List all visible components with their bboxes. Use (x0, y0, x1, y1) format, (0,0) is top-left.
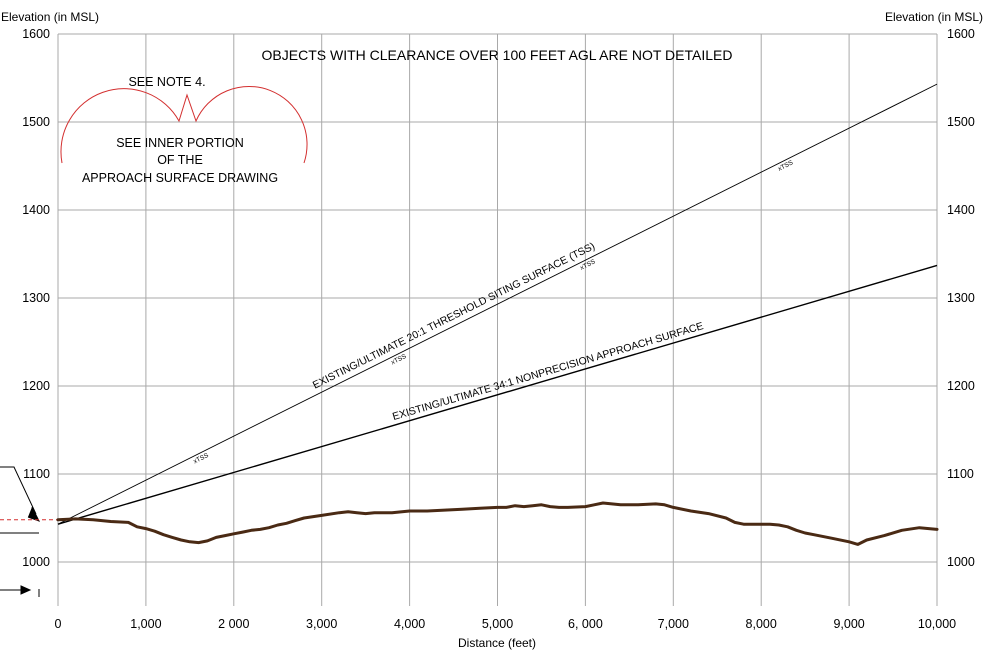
surface-line-1 (57, 83, 938, 525)
terrain-profile-line (56, 501, 939, 546)
x-tick-label: 1,000 (130, 617, 161, 631)
y-tick-label-left: 1600 (22, 27, 50, 41)
leader-line-upper (0, 466, 37, 515)
y-tick-label-right: 1200 (947, 379, 975, 393)
surface-line-2 (57, 264, 938, 525)
leader-arrowhead-lower (20, 585, 32, 595)
surface-label-2: EXISTING/ULTIMATE 34:1 NONPRECISION APPR… (391, 320, 705, 423)
y-tick-label-right: 1300 (947, 291, 975, 305)
x-tick-label: 7,000 (658, 617, 689, 631)
x-tick-label: 3,000 (306, 617, 337, 631)
x-tick-label: 8,000 (746, 617, 777, 631)
callout-note: SEE NOTE 4. (128, 75, 205, 89)
y-tick-label-left: 1000 (22, 555, 50, 569)
y-axis-title-left: Elevation (in MSL) (1, 10, 99, 24)
leader-arrowhead-upper (27, 506, 41, 522)
callout-line-3: APPROACH SURFACE DRAWING (82, 171, 278, 185)
y-tick-label-right: 1400 (947, 203, 975, 217)
callout-arc (60, 86, 308, 164)
y-tick-label-right: 1100 (947, 467, 974, 481)
x-tick-label: 2 000 (218, 617, 249, 631)
x-tick-label: 0 (55, 617, 62, 631)
x-tick-label: 9,000 (833, 617, 864, 631)
callout-bubble: SEE NOTE 4. SEE INNER PORTION OF THE APP… (60, 75, 308, 185)
x-tick-label: 6, 000 (568, 617, 603, 631)
tss-markers: xTSS xTSS xTSS xTSS (192, 159, 794, 465)
tick-labels: 0 1,000 2 000 3,000 4,000 5,000 6, 000 7,000 8,0… (22, 27, 975, 631)
y-tick-label-left: 1200 (22, 379, 50, 393)
y-tick-label-left: 1400 (22, 203, 50, 217)
y-tick-label-right: 1000 (947, 555, 975, 569)
tss-marker-3: xTSS (579, 258, 597, 272)
y-tick-label-left: 1300 (22, 291, 50, 305)
chart-grid (57, 33, 938, 606)
y-tick-label-left: 1500 (22, 115, 50, 129)
x-tick-label: 10,000 (918, 617, 956, 631)
x-tick-label: 5,000 (482, 617, 513, 631)
x-axis-title: Distance (feet) (458, 636, 536, 650)
tss-marker-2: xTSS (390, 353, 408, 367)
tss-marker-1: xTSS (192, 452, 210, 466)
tss-marker-4: xTSS (777, 159, 795, 173)
y-tick-label-right: 1600 (947, 27, 975, 41)
callout-line-2: OF THE (157, 153, 203, 167)
left-edge-leaders (0, 466, 41, 597)
clearance-banner: OBJECTS WITH CLEARANCE OVER 100 FEET AGL… (262, 47, 733, 63)
y-tick-label-right: 1500 (947, 115, 975, 129)
y-axis-title-right: Elevation (in MSL) (885, 10, 983, 24)
callout-line-1: SEE INNER PORTION (116, 136, 244, 150)
y-tick-label-left: 1100 (23, 467, 50, 481)
x-tick-label: 4,000 (394, 617, 425, 631)
